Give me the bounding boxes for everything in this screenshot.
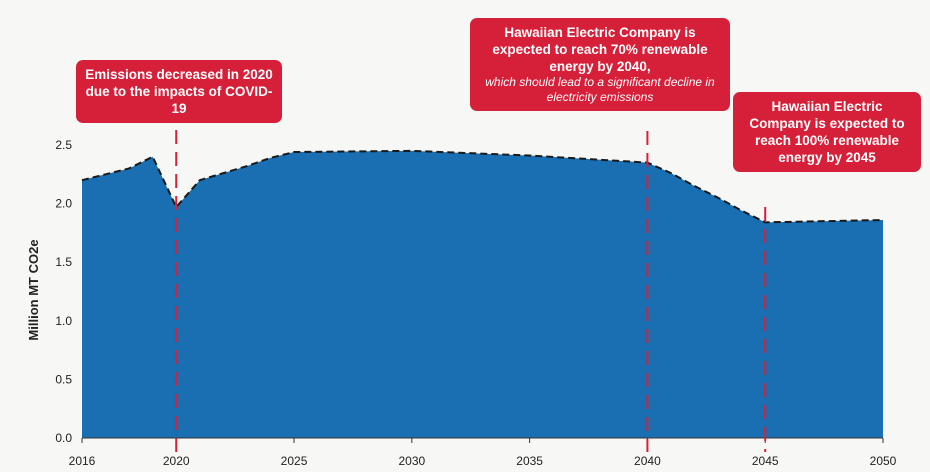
x-tick-label: 2035 — [516, 454, 543, 468]
covid-callout-text: Emissions decreased in 2020 due to the i… — [85, 67, 273, 116]
emissions-area — [82, 150, 883, 439]
y-tick-label: 2.0 — [55, 197, 72, 211]
renewable-70-callout-subtext: which should lead to a significant decli… — [485, 75, 715, 104]
y-tick-label: 1.5 — [55, 255, 72, 269]
x-tick-label: 2045 — [752, 454, 779, 468]
x-tick-label: 2050 — [870, 454, 897, 468]
x-tick-label: 2016 — [69, 454, 96, 468]
renewable-70-callout-text: Hawaiian Electric Company is expected to… — [492, 25, 708, 74]
area-layer — [82, 150, 883, 439]
reference-marker-layer — [175, 130, 767, 452]
projection-line-layer — [81, 149, 884, 224]
y-tick-label: 2.5 — [55, 138, 72, 152]
renewable-70-callout: Hawaiian Electric Company is expected to… — [470, 18, 730, 111]
x-tick-label: 2030 — [398, 454, 425, 468]
y-tick-label: 0.5 — [55, 372, 72, 386]
x-tick-label: 2025 — [281, 454, 308, 468]
renewable-100-callout: Hawaiian Electric Company is expected to… — [733, 92, 921, 172]
y-tick-label: 1.0 — [55, 314, 72, 328]
x-tick-label: 2020 — [163, 454, 190, 468]
y-tick-label: 0.0 — [55, 431, 72, 445]
covid-callout: Emissions decreased in 2020 due to the i… — [76, 60, 282, 123]
axis-layer: 2016 2020 2025 2030 2035 2040 2045 2050 0.0 0.5 1.… — [55, 138, 896, 468]
y-axis-title: Million MT CO2e — [26, 239, 41, 340]
x-tick-label: 2040 — [634, 454, 661, 468]
emissions-dashed-line — [81, 149, 884, 224]
renewable-100-callout-text: Hawaiian Electric Company is expected to… — [749, 99, 905, 165]
